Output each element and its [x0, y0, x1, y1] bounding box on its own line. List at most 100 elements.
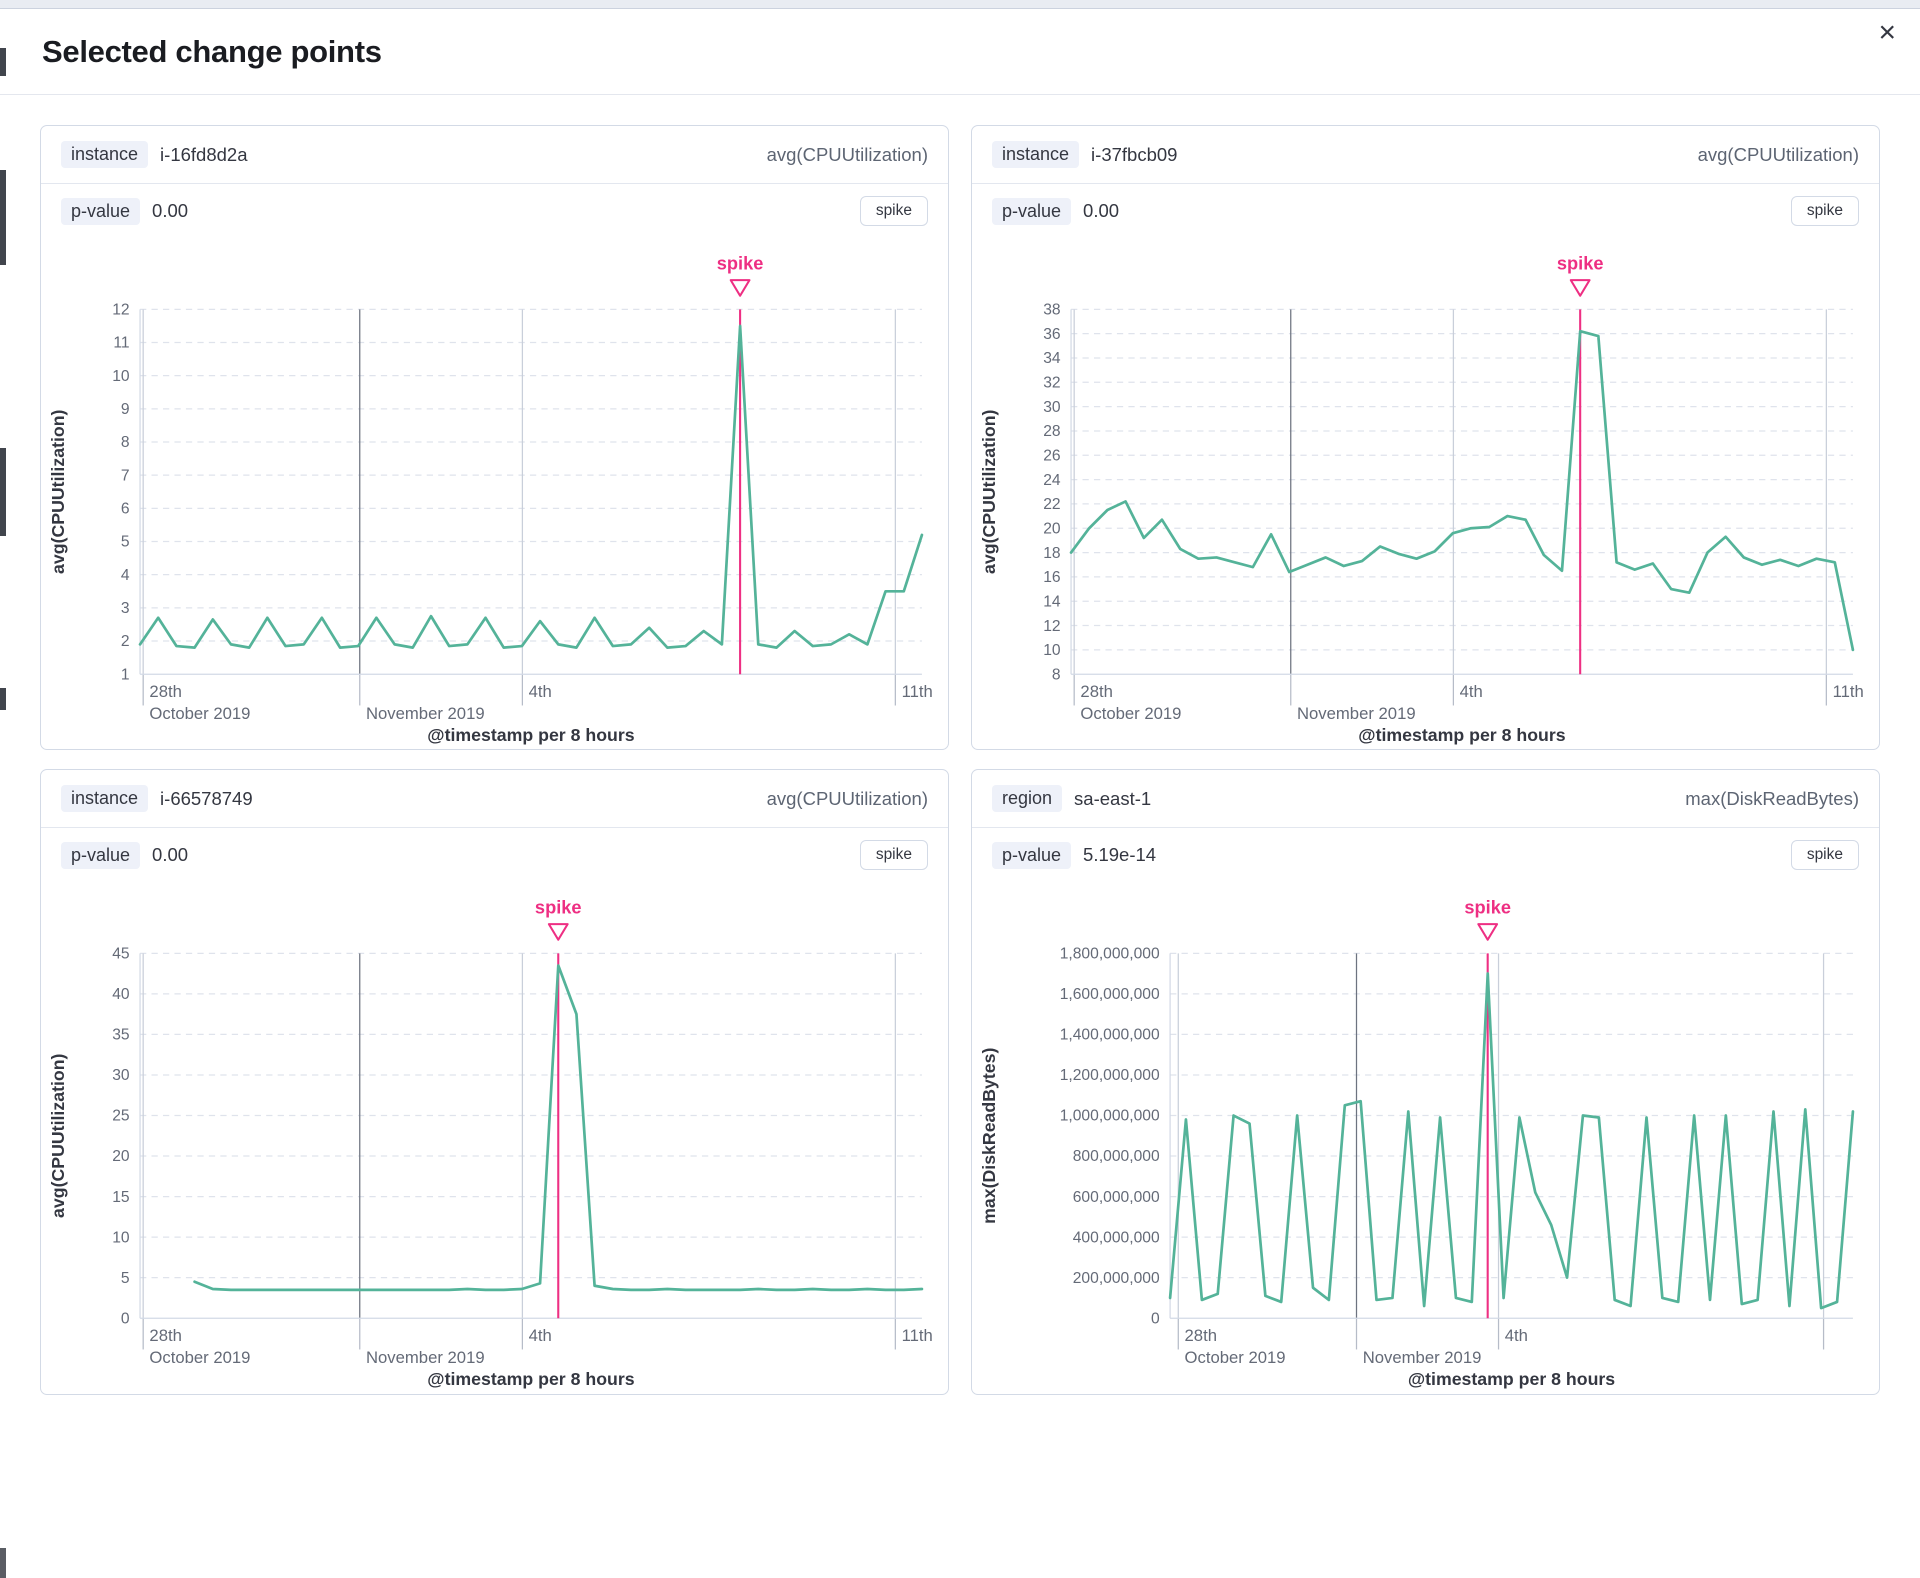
- svg-text:spike: spike: [1557, 253, 1604, 274]
- svg-text:11th: 11th: [902, 682, 933, 701]
- spike-type-button[interactable]: spike: [1790, 840, 1859, 871]
- split-field-badge: instance: [61, 785, 149, 813]
- svg-text:October 2019: October 2019: [1185, 1348, 1286, 1367]
- x-axis-title: @timestamp per 8 hours: [1358, 725, 1565, 745]
- axis-labels: 45 40 35 30 25 20 15 10 5 0 28th October 2019 Novemb…: [112, 946, 933, 1367]
- gridlines: [139, 308, 922, 706]
- p-value-badge: p-value: [61, 197, 141, 225]
- svg-text:4th: 4th: [529, 682, 552, 701]
- panel-header: region sa-east-1 max(DiskReadBytes): [972, 770, 1879, 829]
- change-point-chart: 38 36 34 32 30 28 26 24 22 20 18 16 14 12 10 8 28th Octob…: [979, 253, 1864, 745]
- split-field-value: i-66578749: [160, 787, 253, 809]
- p-value-number: 5.19e-14: [1083, 844, 1157, 866]
- svg-text:10: 10: [112, 1230, 130, 1247]
- axis-labels: 38 36 34 32 30 28 26 24 22 20 18 16 14 12 10 8 28th Octob…: [1043, 302, 1864, 723]
- svg-text:spike: spike: [535, 897, 582, 918]
- svg-text:spike: spike: [717, 253, 764, 274]
- background-page-top-edge: [0, 0, 1920, 9]
- svg-text:28th: 28th: [149, 1326, 181, 1345]
- svg-text:4th: 4th: [1505, 1326, 1528, 1345]
- series-line: [1168, 972, 1855, 1310]
- spike-annotation: spike: [535, 897, 582, 1319]
- svg-text:12: 12: [1043, 618, 1060, 635]
- axis-labels: 12 11 10 9 8 7 6 5 4 3 2 1 28th October 2019 November …: [112, 302, 933, 723]
- svg-text:15: 15: [112, 1189, 130, 1206]
- spike-type-button[interactable]: spike: [1790, 196, 1859, 226]
- change-point-chart: 12 11 10 9 8 7 6 5 4 3 2 1 28th October 2019 November …: [48, 253, 933, 745]
- svg-text:26: 26: [1043, 447, 1060, 464]
- svg-text:12: 12: [112, 302, 129, 319]
- x-axis-title: @timestamp per 8 hours: [1408, 1369, 1615, 1389]
- svg-text:November 2019: November 2019: [1363, 1348, 1482, 1367]
- svg-text:11th: 11th: [1833, 682, 1864, 701]
- svg-text:28th: 28th: [149, 682, 181, 701]
- svg-text:36: 36: [1043, 326, 1060, 343]
- metric-label: avg(CPUUtilization): [1697, 143, 1859, 165]
- change-point-panel: instance i-37fbcb09 avg(CPUUtilization) …: [971, 125, 1880, 751]
- svg-text:38: 38: [1043, 302, 1061, 319]
- svg-text:28: 28: [1043, 423, 1061, 440]
- panel-subheader: p-value 0.00 spike: [972, 184, 1879, 228]
- p-value-badge: p-value: [992, 841, 1072, 869]
- svg-text:200,000,000: 200,000,000: [1073, 1270, 1160, 1287]
- series-line: [193, 964, 924, 1292]
- svg-text:1,800,000,000: 1,800,000,000: [1060, 946, 1160, 963]
- svg-text:18: 18: [1043, 545, 1061, 562]
- svg-text:10: 10: [1043, 642, 1061, 659]
- background-page-artifact: [0, 688, 6, 710]
- y-axis-title: avg(CPUUtilization): [48, 1054, 68, 1218]
- spike-annotation: spike: [717, 253, 764, 675]
- split-field-value: sa-east-1: [1074, 787, 1152, 809]
- split-field-value: i-16fd8d2a: [160, 143, 248, 165]
- split-field-badge: instance: [992, 141, 1080, 168]
- spike-type-button[interactable]: spike: [859, 196, 928, 226]
- svg-text:14: 14: [1043, 593, 1061, 610]
- svg-text:spike: spike: [1464, 897, 1511, 918]
- background-page-artifact: [0, 1548, 6, 1578]
- svg-text:4th: 4th: [1460, 682, 1483, 701]
- svg-text:30: 30: [1043, 399, 1061, 416]
- metric-label: avg(CPUUtilization): [766, 787, 928, 809]
- panel-subheader: p-value 5.19e-14 spike: [972, 828, 1879, 872]
- panel-subheader: p-value 0.00 spike: [41, 828, 948, 872]
- svg-text:3: 3: [121, 600, 130, 617]
- gridlines: [1169, 952, 1853, 1350]
- p-value-badge: p-value: [61, 841, 141, 869]
- close-icon[interactable]: ×: [1874, 14, 1900, 52]
- svg-text:8: 8: [121, 434, 130, 451]
- svg-text:8: 8: [1052, 666, 1061, 683]
- spike-type-button[interactable]: spike: [859, 840, 928, 871]
- change-point-panel: instance i-16fd8d2a avg(CPUUtilization) …: [40, 125, 949, 751]
- svg-text:600,000,000: 600,000,000: [1073, 1189, 1160, 1206]
- series-line: [138, 324, 924, 649]
- svg-text:20: 20: [1043, 520, 1061, 537]
- svg-text:1,200,000,000: 1,200,000,000: [1060, 1067, 1160, 1084]
- svg-text:11th: 11th: [902, 1326, 933, 1345]
- series-line: [1069, 329, 1855, 652]
- svg-text:October 2019: October 2019: [149, 1348, 250, 1367]
- svg-text:7: 7: [121, 467, 130, 484]
- panel-header: instance i-37fbcb09 avg(CPUUtilization): [972, 126, 1879, 184]
- svg-text:30: 30: [112, 1067, 130, 1084]
- svg-text:28th: 28th: [1080, 682, 1112, 701]
- metric-label: avg(CPUUtilization): [766, 143, 928, 165]
- svg-text:6: 6: [121, 501, 130, 518]
- background-page-artifact: [0, 448, 6, 536]
- x-axis-title: @timestamp per 8 hours: [427, 725, 634, 745]
- background-page-artifact: [0, 48, 6, 76]
- panel-header: instance i-16fd8d2a avg(CPUUtilization): [41, 126, 948, 184]
- svg-text:1,600,000,000: 1,600,000,000: [1060, 986, 1160, 1003]
- y-axis-title: avg(CPUUtilization): [979, 409, 999, 573]
- svg-text:35: 35: [112, 1027, 130, 1044]
- axis-labels: 1,800,000,000 1,600,000,000 1,400,000,000 1…: [1060, 946, 1528, 1367]
- svg-text:11: 11: [113, 335, 129, 352]
- p-value-number: 0.00: [1083, 200, 1120, 221]
- change-point-chart: 45 40 35 30 25 20 15 10 5 0 28th October 2019 Novemb…: [48, 897, 933, 1389]
- svg-text:22: 22: [1043, 496, 1060, 513]
- svg-text:5: 5: [121, 1270, 130, 1287]
- svg-text:20: 20: [112, 1148, 130, 1165]
- svg-text:32: 32: [1043, 375, 1060, 392]
- svg-text:800,000,000: 800,000,000: [1073, 1148, 1160, 1165]
- page-title: Selected change points: [42, 34, 382, 69]
